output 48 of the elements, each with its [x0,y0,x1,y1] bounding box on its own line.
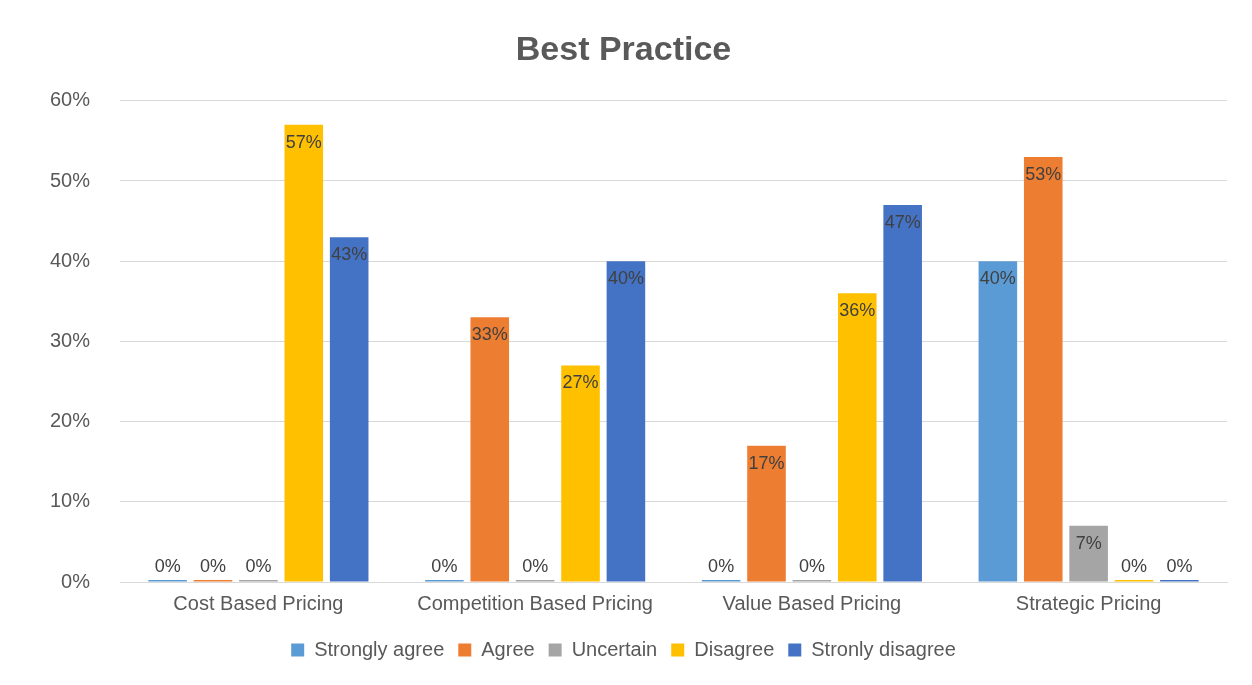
data-label: 40% [979,268,1016,289]
bar [284,124,324,582]
x-tick-label: Value Based Pricing [722,591,902,614]
data-label: 0% [1121,555,1148,576]
x-tick-label: Competition Based Pricing [417,591,653,614]
legend-label: Disagree [694,637,775,660]
y-tick-label: 0% [61,569,91,592]
data-label: 43% [331,244,368,265]
legend-label: Stronly disagree [811,637,956,660]
data-label: 40% [607,268,644,289]
data-label: 0% [522,555,549,576]
bar [837,293,877,582]
chart-title: Best Practice [515,28,732,67]
bar [883,205,922,582]
bar [1023,156,1063,582]
data-label: 33% [471,324,508,345]
data-label: 17% [748,452,785,473]
bar [561,365,600,582]
data-label: 0% [431,555,458,576]
data-label: 57% [285,131,322,152]
y-tick-label: 40% [50,248,91,271]
bar [470,317,510,582]
bar [1069,525,1108,582]
data-label: 0% [245,555,272,576]
y-tick-label: 60% [50,88,91,111]
legend-label: Uncertain [571,637,658,660]
x-tick-label: Cost Based Pricing [173,591,344,614]
bar [606,261,646,582]
data-label: 47% [884,212,921,233]
bar [329,237,369,582]
x-tick-label: Strategic Pricing [1015,591,1162,614]
data-label: 36% [839,300,876,321]
data-label: 0% [154,555,181,576]
data-label: 27% [562,372,599,393]
y-tick-label: 30% [50,328,91,351]
y-tick-label: 20% [50,409,91,432]
data-label: 53% [1025,163,1062,184]
data-label: 7% [1075,532,1102,553]
data-label: 0% [1166,555,1193,576]
bar [978,261,1018,582]
bar [747,445,786,582]
y-tick-label: 50% [50,168,91,191]
legend-label: Agree [481,637,535,660]
legend-label: Strongly agree [314,637,445,660]
y-tick-label: 10% [50,489,91,512]
data-label: 0% [708,555,735,576]
data-label: 0% [200,555,227,576]
data-label: 0% [798,555,825,576]
